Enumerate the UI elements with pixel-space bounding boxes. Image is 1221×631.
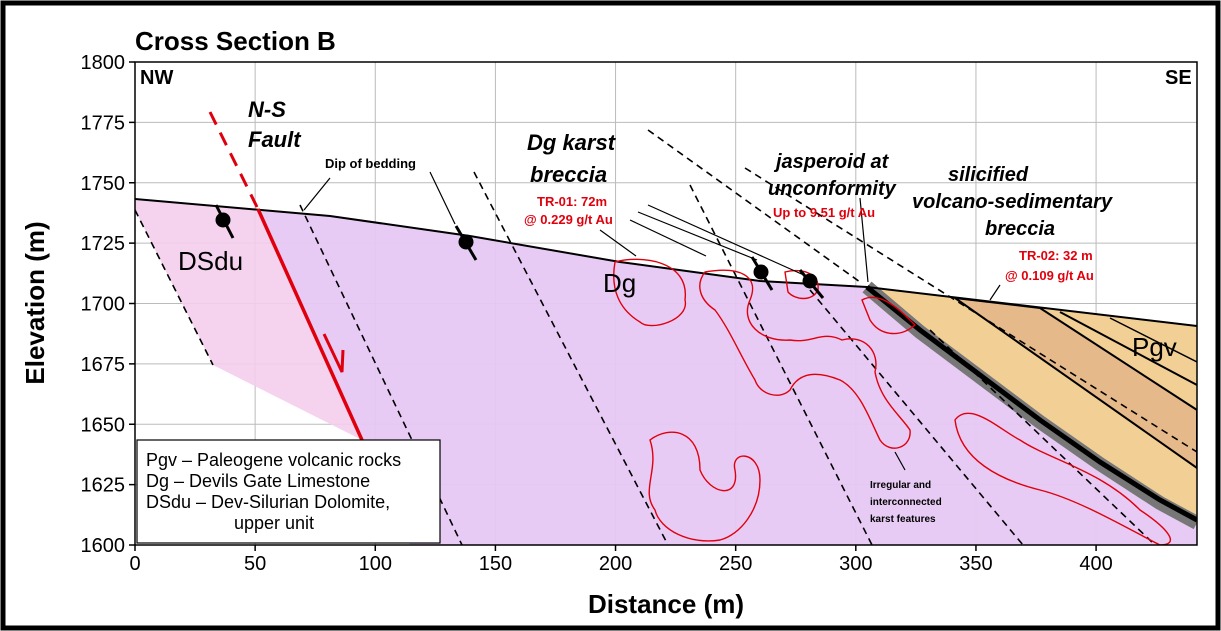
y-tick-label: 1800 — [81, 52, 126, 74]
annotation: volcano-sedimentary — [912, 191, 1113, 213]
annotation: Pgv — [1132, 332, 1177, 362]
y-tick-label: 1600 — [81, 535, 126, 557]
fault — [256, 208, 364, 441]
y-tick-label: 1700 — [81, 294, 126, 316]
annotation: jasperoid at — [773, 151, 890, 173]
annotation: breccia — [985, 218, 1055, 240]
karst-features — [613, 258, 1172, 545]
annotation: Irregular and — [870, 480, 931, 491]
annotation: SE — [1165, 67, 1192, 89]
drill-collars — [214, 204, 825, 299]
x-tick-label: 100 — [359, 553, 392, 575]
annotation: breccia — [530, 162, 607, 187]
legend-entry: Pgv – Paleogene volcanic rocks — [146, 450, 401, 470]
annotation: Fault — [248, 127, 302, 152]
layer-line — [1059, 311, 1197, 386]
x-tick-label: 300 — [839, 553, 872, 575]
x-tick-label: 350 — [959, 553, 992, 575]
fault-arrow — [322, 333, 345, 373]
annotation: silicified — [948, 164, 1029, 186]
annotation: TR-02: 32 m — [1019, 248, 1093, 263]
legend-entry: Dg – Devils Gate Limestone — [146, 471, 370, 491]
y-tick-label: 1650 — [81, 414, 126, 436]
bedding-lines — [135, 129, 1197, 545]
x-tick-label: 0 — [129, 553, 140, 575]
pgv-unit — [867, 287, 1197, 520]
annotation: TR-01: 72m — [537, 194, 607, 209]
annotation: DSdu — [178, 246, 243, 276]
annotation: Up to 9.51 g/t Au — [773, 205, 875, 220]
dsdu-unit — [135, 199, 362, 440]
annotation: unconformity — [768, 178, 897, 200]
fault-projected — [208, 111, 260, 210]
x-axis-label: Distance (m) — [588, 589, 744, 619]
x-tick-label: 150 — [479, 553, 512, 575]
annotation: @ 0.109 g/t Au — [1005, 268, 1094, 283]
legend — [136, 439, 441, 544]
labels: Cross Section B Distance (m) Elevation (… — [20, 26, 1192, 619]
y-tick-label: 1775 — [81, 112, 126, 134]
y-tick-label: 1625 — [81, 475, 126, 497]
y-tick-label: 1675 — [81, 354, 126, 376]
layer-line — [1109, 317, 1197, 363]
chart-title: Cross Section B — [135, 26, 336, 56]
legend-box — [136, 439, 441, 544]
dg-unit — [258, 209, 1197, 545]
y-tick-label: 1725 — [81, 233, 126, 255]
y-tick-label: 1750 — [81, 173, 126, 195]
x-tick-label: 400 — [1079, 553, 1112, 575]
annotation: Dg — [603, 268, 636, 298]
annotation: N-S — [248, 97, 286, 122]
leader-lines — [303, 171, 1001, 471]
unconformity — [865, 285, 1197, 523]
annotation: karst features — [870, 514, 936, 525]
legend-entry: upper unit — [234, 513, 314, 533]
surface — [135, 198, 1197, 327]
geology — [135, 111, 1197, 545]
annotation: @ 0.229 g/t Au — [524, 212, 613, 227]
y-axis-label: Elevation (m) — [20, 221, 50, 384]
x-tick-label: 200 — [599, 553, 632, 575]
annotation: Dip of bedding — [325, 156, 416, 171]
annotation: interconnected — [870, 497, 942, 508]
x-tick-label: 50 — [244, 553, 266, 575]
annotation: Dg karst — [527, 130, 617, 155]
x-tick-label: 250 — [719, 553, 752, 575]
annotation: NW — [140, 67, 173, 89]
legend-entry: DSdu – Dev-Silurian Dolomite, — [146, 492, 390, 512]
